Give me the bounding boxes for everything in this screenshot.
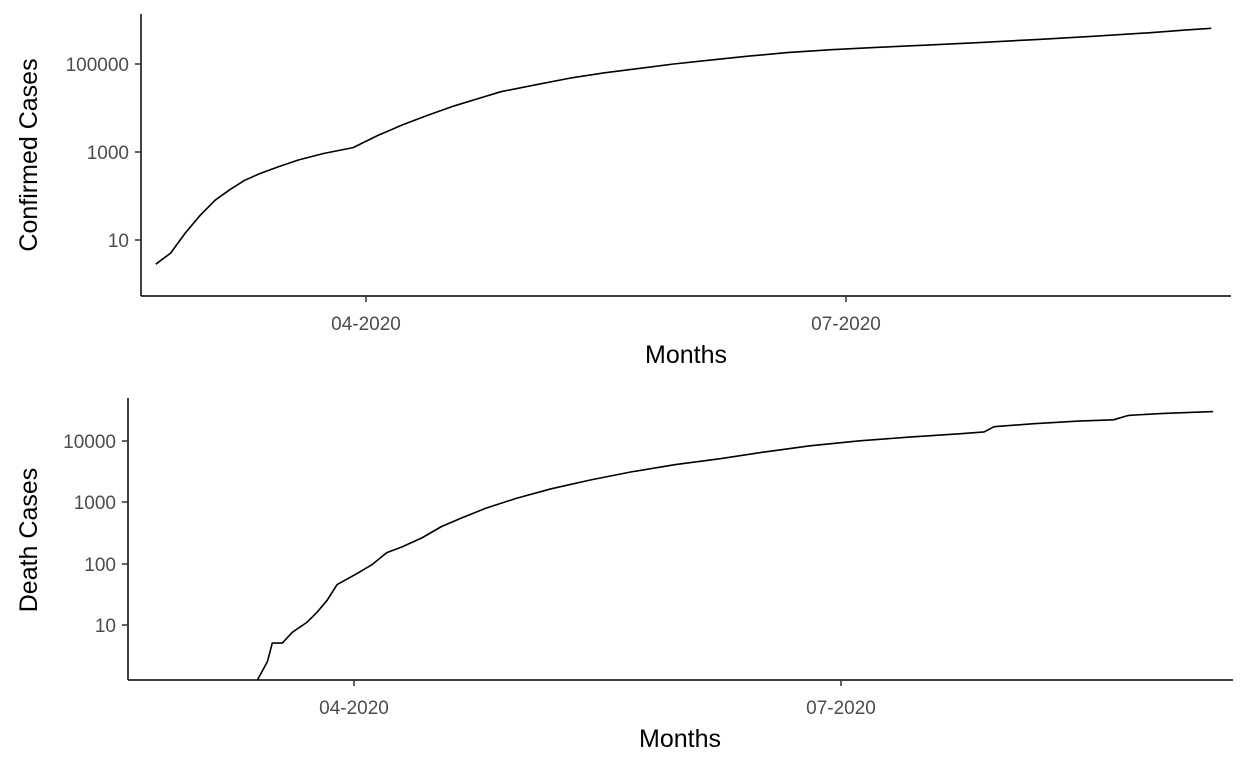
confirmed-cases-panel: 10 1000 100000 04-2020 07-2020 Months Co…: [15, 14, 1231, 369]
x-axis-title: Months: [645, 341, 727, 369]
y-tick-label: 100: [84, 555, 116, 576]
x-axis-title: Months: [639, 725, 721, 753]
y-tick-label: 1000: [74, 493, 116, 514]
x-tick-label: 07-2020: [811, 314, 881, 335]
x-tick-label: 04-2020: [331, 314, 401, 335]
death-cases-panel: 10 100 1000 10000 04-2020 07-2020 Months…: [15, 398, 1233, 753]
x-tick-label: 04-2020: [319, 698, 389, 719]
y-axis-title: Death Cases: [15, 468, 43, 613]
y-tick-label: 100000: [66, 55, 129, 76]
confirmed-cases-line: [155, 27, 1212, 265]
y-tick-label: 1000: [87, 143, 129, 164]
x-tick-label: 07-2020: [806, 698, 876, 719]
y-axis-title: Confirmed Cases: [15, 58, 43, 251]
death-cases-line: [256, 410, 1214, 681]
y-tick-label: 10000: [63, 432, 116, 453]
y-tick-label: 10: [95, 616, 116, 637]
y-tick-label: 10: [108, 231, 129, 252]
